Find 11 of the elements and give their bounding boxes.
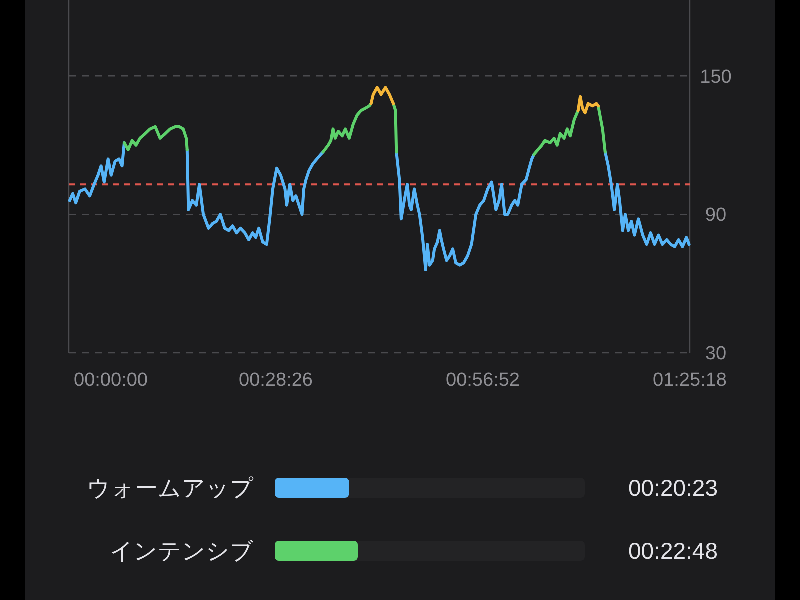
x-tick-label: 01:25:18 [653,370,727,391]
data-label: 00:22:48 [628,538,718,564]
y-tick-label: ウォームアップ [87,475,254,502]
y-tick-label: 150 [700,66,732,88]
x-tick-label: 00:28:26 [239,370,313,391]
data-label: 00:20:23 [628,475,718,502]
y-tick-label: インテンシブ [110,538,254,564]
x-tick-label: 00:00:00 [74,370,148,391]
x-tick-label: 00:56:52 [446,370,520,391]
y-tick-label: 90 [705,205,727,226]
y-tick-label: 30 [705,344,727,365]
